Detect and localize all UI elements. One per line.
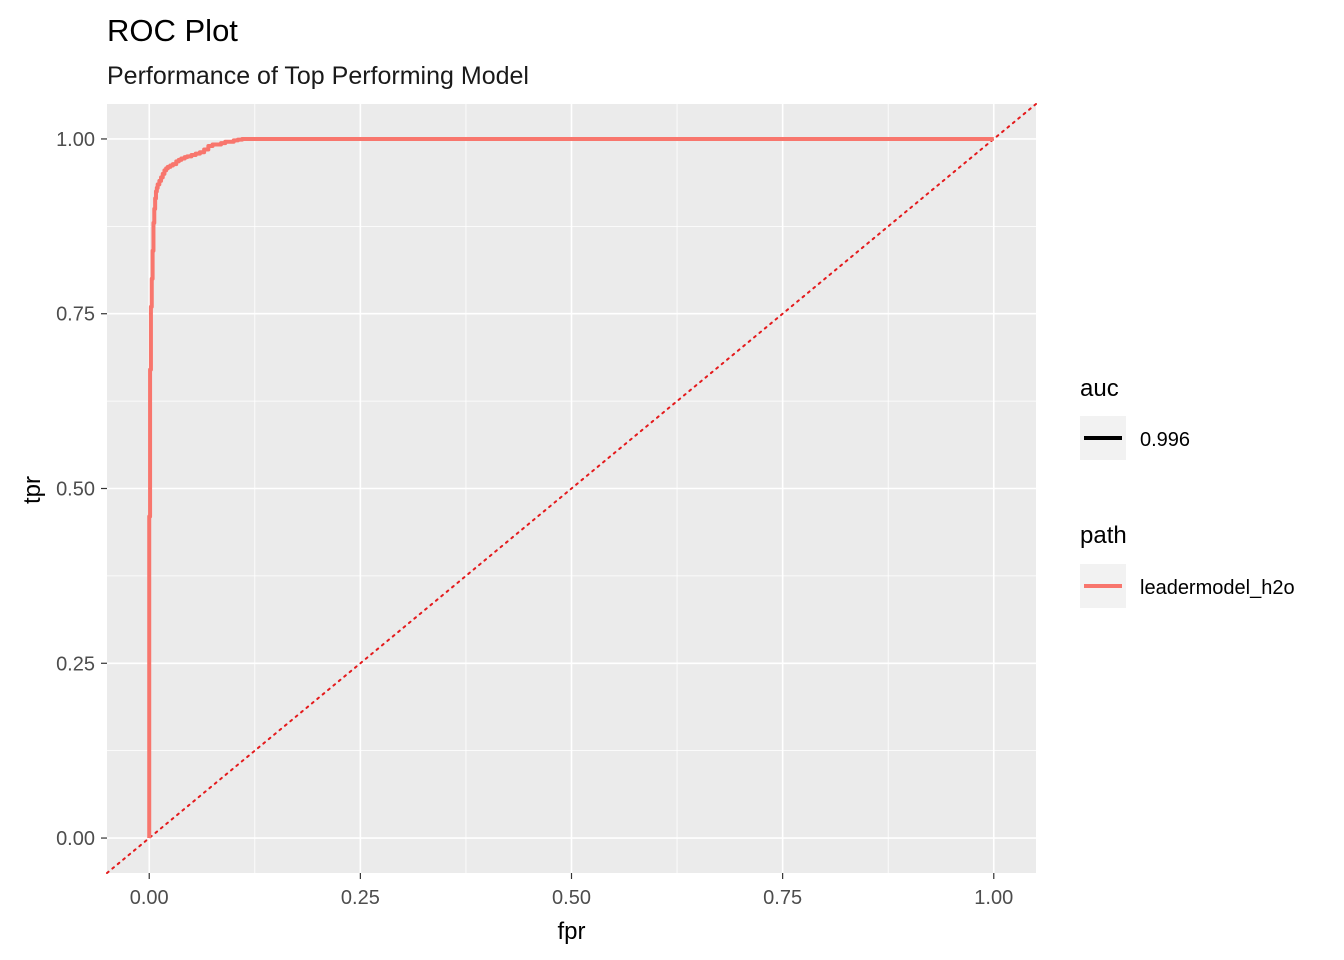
x-tick-label: 0.75 [763, 887, 802, 909]
chart-subtitle: Performance of Top Performing Model [107, 62, 529, 90]
y-tick-label: 0.75 [56, 304, 95, 326]
y-tick-label: 0.25 [56, 653, 95, 675]
y-tick-label: 1.00 [56, 129, 95, 151]
y-tick-label: 0.50 [56, 479, 95, 501]
legend-path: path leadermodel_h2o [1080, 522, 1295, 608]
y-axis-ticks: 0.00 0.25 0.50 0.75 1.00 [56, 129, 107, 850]
legend-auc: auc 0.996 [1080, 375, 1190, 460]
legend-auc-title: auc [1080, 375, 1119, 402]
legend-auc-label: 0.996 [1140, 429, 1190, 451]
x-tick-label: 0.25 [341, 887, 380, 909]
x-axis-title: fpr [557, 918, 585, 945]
x-tick-label: 0.50 [552, 887, 591, 909]
x-axis-ticks: 0.00 0.25 0.50 0.75 1.00 [130, 873, 1013, 909]
x-tick-label: 1.00 [974, 887, 1013, 909]
x-tick-label: 0.00 [130, 887, 169, 909]
y-tick-label: 0.00 [56, 828, 95, 850]
chart-title: ROC Plot [107, 13, 238, 48]
legend-path-title: path [1080, 522, 1127, 549]
legend-path-label: leadermodel_h2o [1140, 577, 1295, 599]
roc-curve-line [147, 136, 994, 839]
diagonal-reference-line [106, 103, 1037, 874]
y-axis-title: tpr [19, 476, 46, 504]
